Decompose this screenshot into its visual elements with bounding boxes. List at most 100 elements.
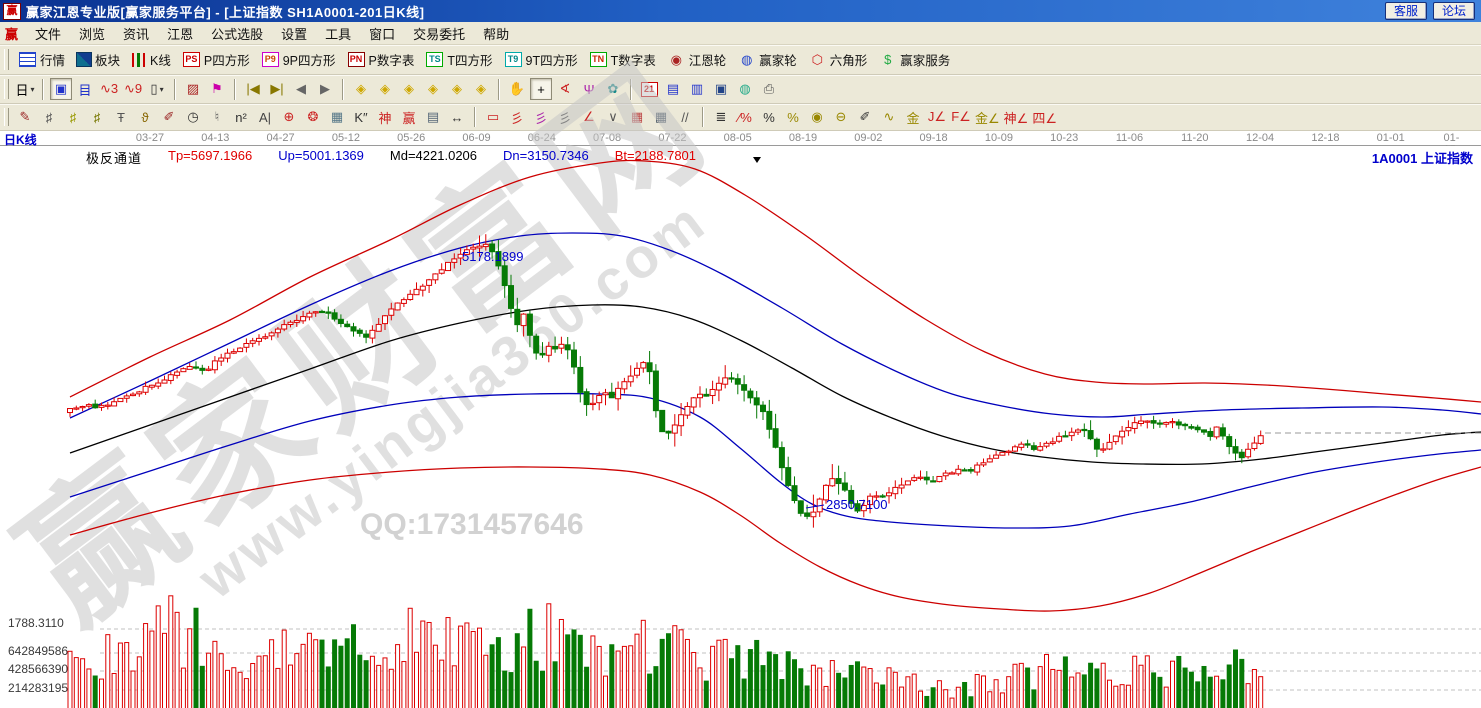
f-ruler-icon[interactable]: Ŧ — [110, 106, 132, 128]
shen-angle-icon[interactable]: 神∠ — [1003, 106, 1030, 128]
purple-tool-icon[interactable]: Ψ — [578, 78, 600, 100]
red-fan-icon[interactable]: 彡 — [506, 106, 528, 128]
f10-info-icon[interactable]: 目 — [74, 78, 96, 100]
hexagon-button[interactable]: ⬡ 六角形 — [803, 47, 874, 72]
red-pattern-icon[interactable]: ▨ — [182, 78, 204, 100]
toolbar-grip[interactable] — [4, 107, 9, 127]
teal-tool-icon[interactable]: ✿ — [602, 78, 624, 100]
expand-h-diamond-icon[interactable]: ◈ — [398, 78, 420, 100]
menu-item-6[interactable]: 设置 — [281, 26, 308, 42]
f-angle-icon[interactable]: F∠ — [950, 106, 972, 128]
menu-item-5[interactable]: 公式选股 — [211, 26, 264, 42]
winner-wheel-button[interactable]: ◍ 赢家轮 — [732, 47, 803, 72]
toolbar-grip[interactable] — [4, 49, 9, 70]
9t-square-button[interactable]: T9 9T四方形 — [499, 47, 584, 72]
spiral-icon[interactable]: ϑ — [134, 106, 156, 128]
menu-item-9[interactable]: 交易委托 — [413, 26, 466, 42]
compress-all-diamond-icon[interactable]: ◈ — [446, 78, 468, 100]
web-star-icon[interactable]: ❂ — [302, 106, 324, 128]
angle-measure-icon[interactable]: ∢ — [554, 78, 576, 100]
n-squared-icon[interactable]: n² — [230, 106, 252, 128]
sectors-button[interactable]: 板块 — [71, 47, 126, 72]
grid-target-icon[interactable]: ▦ — [326, 106, 348, 128]
a-angle-icon[interactable]: A| — [254, 106, 276, 128]
prev-bar-icon[interactable]: ◀ — [290, 78, 312, 100]
zoom-left-diamond-icon[interactable]: ◈ — [350, 78, 372, 100]
save-icon[interactable]: ▣ — [710, 78, 732, 100]
forum-button[interactable]: 论坛 — [1432, 2, 1475, 20]
gann-wheel-button[interactable]: ◉ 江恩轮 — [662, 47, 733, 72]
main-window-icon[interactable]: ▣ — [50, 78, 72, 100]
menu-item-10[interactable]: 帮助 — [483, 26, 510, 42]
hand-tool-icon[interactable]: ✋ — [506, 78, 528, 100]
k-mark-icon[interactable]: K″ — [350, 106, 372, 128]
gold-circle-icon[interactable]: ◉ — [806, 106, 828, 128]
toolbar-grip[interactable] — [4, 79, 9, 99]
ying-tool-icon[interactable]: 赢 — [398, 106, 420, 128]
pencil-measure-icon[interactable]: ✐ — [158, 106, 180, 128]
percent-gold-icon[interactable]: % — [782, 106, 804, 128]
menu-item-7[interactable]: 工具 — [325, 26, 352, 42]
menu-item-8[interactable]: 窗口 — [369, 26, 396, 42]
expand-all-diamond-icon[interactable]: ◈ — [470, 78, 492, 100]
v-lines-icon[interactable]: ∨ — [602, 106, 624, 128]
width-arrows-icon[interactable]: ↔ — [446, 106, 468, 128]
calculator-icon[interactable]: ▤ — [662, 78, 684, 100]
box-select-icon[interactable]: ▭ — [482, 106, 504, 128]
kline-chart-area[interactable]: 极反通道 Tp=5697.1966 Up=5001.1369 Md=4221.020… — [0, 33, 1481, 708]
shen-tool-icon[interactable]: 神 — [374, 106, 396, 128]
purple-fan-box-icon[interactable]: 彡 — [530, 106, 552, 128]
menu-item-3[interactable]: 资讯 — [123, 26, 150, 42]
wave-9-icon[interactable]: ∿9 — [122, 78, 144, 100]
notepad-icon[interactable]: ▥ — [686, 78, 708, 100]
gold-line-icon[interactable]: ⊖ — [830, 106, 852, 128]
next-bar-icon[interactable]: ▶ — [314, 78, 336, 100]
grid-dark-icon[interactable]: ▦ — [650, 106, 672, 128]
grid-123-icon[interactable]: ▤ — [422, 106, 444, 128]
brush-tool-icon[interactable]: ✐ — [854, 106, 876, 128]
menu-item-1[interactable]: 文件 — [35, 26, 62, 42]
dark-fan-box-icon[interactable]: 彡 — [554, 106, 576, 128]
gold-tool-icon[interactable]: 金 — [902, 106, 924, 128]
zoom-right-diamond-icon[interactable]: ◈ — [374, 78, 396, 100]
menu-item-2[interactable]: 浏览 — [79, 26, 106, 42]
gold-angle-icon[interactable]: 金∠ — [974, 106, 1001, 128]
j-angle-icon[interactable]: J∠ — [926, 106, 948, 128]
ruler-icon[interactable]: ♯ — [38, 106, 60, 128]
menu-item-4[interactable]: 江恩 — [167, 26, 194, 42]
chart-canvas[interactable]: 5178.1899 2850.7100 — [0, 146, 1481, 708]
circle-cross-icon[interactable]: ⊕ — [278, 106, 300, 128]
p-number-table-button[interactable]: PN P数字表 — [342, 47, 421, 72]
t-square-button[interactable]: TS T四方形 — [420, 47, 498, 72]
compress-h-diamond-icon[interactable]: ◈ — [422, 78, 444, 100]
single-candle-dropdown[interactable]: ▯ ▾ — [146, 78, 168, 100]
scale-marks-icon[interactable]: ≣ — [710, 106, 732, 128]
ruler2-icon[interactable]: ♮ — [206, 106, 228, 128]
t-number-table-button[interactable]: TN T数字表 — [584, 47, 662, 72]
quotes-button[interactable]: 行情 — [13, 47, 71, 72]
period-tab-label[interactable]: 日K线 — [4, 133, 37, 147]
percent-line-icon[interactable]: ⁄% — [734, 106, 756, 128]
wave-gold-icon[interactable]: ∿ — [878, 106, 900, 128]
skip-first-icon[interactable]: |◀ — [242, 78, 264, 100]
skip-last-icon[interactable]: ▶| — [266, 78, 288, 100]
gold-ruler2-icon[interactable]: ♯ — [86, 106, 108, 128]
web-export-icon[interactable]: ◍ — [734, 78, 756, 100]
customer-service-button[interactable]: 客服 — [1384, 2, 1427, 20]
grid-red-icon[interactable]: ▦ — [626, 106, 648, 128]
9p-square-button[interactable]: P9 9P四方形 — [256, 47, 342, 72]
time-circle-icon[interactable]: ◷ — [182, 106, 204, 128]
angle-lines-icon[interactable]: ∠ — [578, 106, 600, 128]
kline-button[interactable]: K线 — [126, 47, 177, 72]
four-angle-icon[interactable]: 四∠ — [1031, 106, 1058, 128]
p-square-button[interactable]: PS P四方形 — [177, 47, 256, 72]
parallel-lines-icon[interactable]: // — [674, 106, 696, 128]
percent-icon[interactable]: % — [758, 106, 780, 128]
flag-histogram-icon[interactable]: ⚑ — [206, 78, 228, 100]
pen-tool-icon[interactable]: ✎ — [14, 106, 36, 128]
gold-ruler1-icon[interactable]: ♯ — [62, 106, 84, 128]
indicator-name[interactable]: 极反通道 — [86, 151, 143, 166]
crosshair-tool-icon[interactable]: + — [530, 78, 552, 100]
period-day-dropdown[interactable]: 日 ▾ — [14, 78, 36, 100]
wave-3-icon[interactable]: ∿3 — [98, 78, 120, 100]
